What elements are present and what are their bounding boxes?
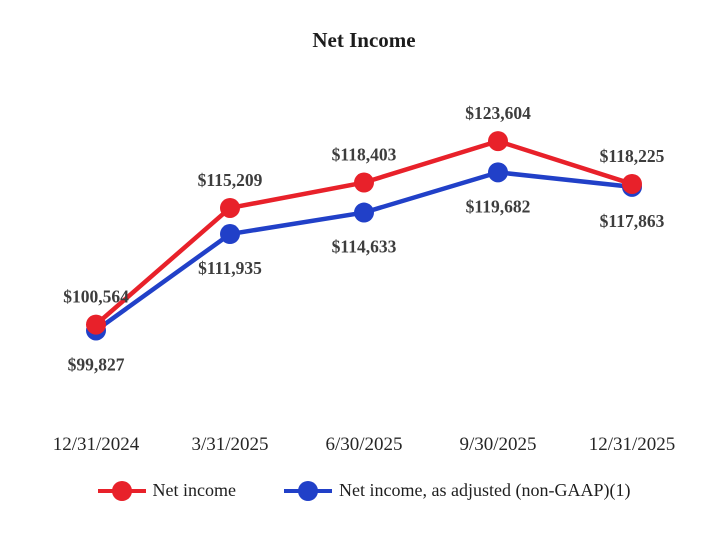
chart-plot-area: 12/31/2024 3/31/2025 6/30/2025 9/30/2025 12/… <box>53 103 676 455</box>
data-point-marker <box>220 224 240 245</box>
data-point-label: $118,403 <box>332 145 397 165</box>
chart-title: Net Income <box>312 28 416 52</box>
data-point-label: $123,604 <box>465 103 531 123</box>
data-point-label: $100,564 <box>63 287 129 307</box>
legend-dot-icon <box>111 480 132 501</box>
data-point-label: $117,863 <box>600 211 665 231</box>
x-axis-tick-label: 6/30/2025 <box>325 434 402 455</box>
data-point-marker <box>354 172 374 193</box>
legend-dot-icon <box>298 480 319 501</box>
data-point-marker <box>488 162 508 183</box>
data-point-marker <box>220 197 240 218</box>
x-axis-tick-label: 12/31/2025 <box>589 434 676 455</box>
data-point-label: $114,633 <box>332 237 397 257</box>
data-point-label: $115,209 <box>198 170 263 190</box>
legend-label: Net income <box>152 480 237 500</box>
series-line <box>93 138 635 327</box>
data-point-label: $119,682 <box>466 196 531 216</box>
legend-marker-icon <box>97 480 146 501</box>
legend-item: Net income <box>97 480 237 501</box>
data-point-marker <box>354 202 374 223</box>
x-axis-tick-label: 3/31/2025 <box>191 434 268 455</box>
legend-marker-icon <box>284 480 333 501</box>
chart-legend: Net income Net income, as adjusted (non-G… <box>0 480 728 501</box>
data-point-label: $118,225 <box>600 146 665 166</box>
legend-item: Net income, as adjusted (non-GAAP)(1) <box>284 480 630 501</box>
x-axis-tick-label: 9/30/2025 <box>459 434 536 455</box>
x-axis-tick-label: 12/31/2024 <box>53 434 140 455</box>
data-point-label: $99,827 <box>68 354 125 374</box>
data-point-marker <box>622 173 642 194</box>
legend-label: Net income, as adjusted (non-GAAP)(1) <box>339 480 631 500</box>
data-point-label: $111,935 <box>198 258 262 278</box>
data-point-marker <box>86 314 106 335</box>
data-point-marker <box>488 131 508 152</box>
